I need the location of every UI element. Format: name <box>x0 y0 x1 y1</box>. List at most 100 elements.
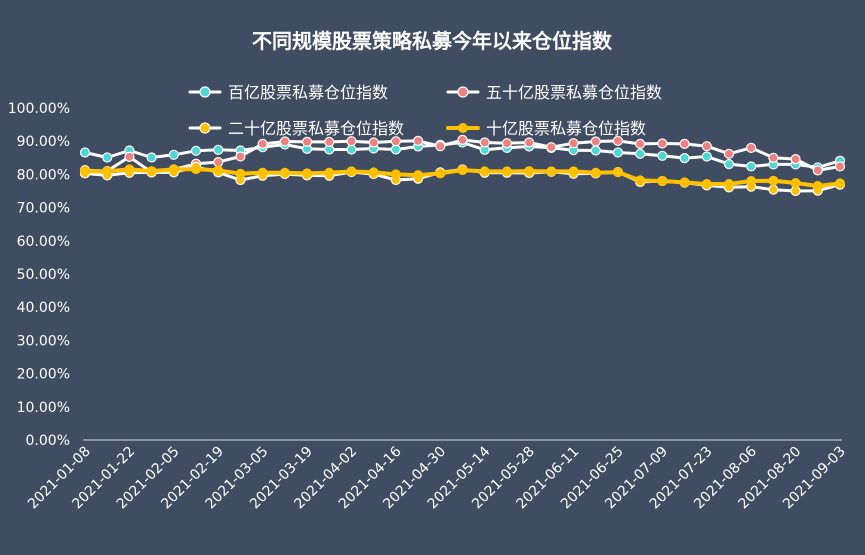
legend-label: 二十亿股票私募仓位指数 <box>228 119 404 138</box>
y-tick-label: 50.00% <box>17 267 70 283</box>
y-tick-label: 70.00% <box>17 201 70 217</box>
y-tick-label: 60.00% <box>17 234 70 250</box>
data-point <box>768 152 779 163</box>
plot-area <box>79 134 846 197</box>
data-point <box>590 167 601 178</box>
data-point <box>546 142 557 153</box>
data-point <box>257 138 268 149</box>
y-tick-label: 10.00% <box>17 400 70 416</box>
data-point <box>768 175 779 186</box>
data-point <box>302 168 313 179</box>
data-point <box>701 141 712 152</box>
legend-marker <box>199 86 211 98</box>
data-point <box>279 167 290 178</box>
x-axis: 2021-01-082021-01-222021-02-052021-02-19… <box>25 439 849 512</box>
y-tick-label: 20.00% <box>17 367 70 383</box>
legend-item: 十亿股票私募仓位指数 <box>446 119 646 138</box>
data-point <box>568 166 579 177</box>
data-point <box>102 152 113 163</box>
data-point <box>723 148 735 159</box>
data-point <box>168 149 179 160</box>
data-point <box>368 137 379 148</box>
data-point <box>124 164 135 175</box>
data-point <box>301 136 313 147</box>
data-point <box>835 178 845 189</box>
data-point <box>235 168 246 179</box>
y-tick-label: 100.00% <box>8 101 70 117</box>
data-point <box>124 151 135 162</box>
data-point <box>746 142 757 153</box>
legend-label: 百亿股票私募仓位指数 <box>228 83 388 102</box>
data-point <box>546 166 557 177</box>
data-point <box>190 145 202 156</box>
data-point <box>213 165 224 176</box>
data-point <box>368 167 379 178</box>
data-point <box>80 166 90 177</box>
data-point <box>146 166 157 177</box>
y-tick-label: 0.00% <box>26 433 70 449</box>
legend-label: 十亿股票私募仓位指数 <box>486 119 646 138</box>
data-point <box>346 136 357 147</box>
data-point <box>679 177 690 188</box>
data-point <box>612 167 623 178</box>
y-axis: 0.00% 10.00% 20.00% 30.00% 40.00% 50.00% 60.00… <box>8 101 70 449</box>
data-point <box>324 136 335 147</box>
data-point <box>435 141 446 152</box>
data-point <box>590 136 601 147</box>
legend-marker <box>458 123 468 133</box>
data-point <box>524 166 535 177</box>
data-point <box>257 167 268 178</box>
data-point <box>390 144 401 155</box>
data-point <box>457 134 468 145</box>
data-point <box>612 147 624 158</box>
data-point <box>746 161 757 172</box>
data-point <box>679 138 690 149</box>
data-point <box>612 135 624 146</box>
data-point <box>635 175 646 186</box>
data-point <box>479 137 490 148</box>
data-point <box>79 147 91 158</box>
y-tick-label: 90.00% <box>17 134 70 150</box>
series-4 <box>80 164 845 192</box>
data-point <box>701 151 712 162</box>
data-point <box>501 138 513 149</box>
legend-marker <box>199 122 211 134</box>
legend-item: 五十亿股票私募仓位指数 <box>446 83 662 102</box>
legend-label: 五十亿股票私募仓位指数 <box>486 83 662 102</box>
data-point <box>191 164 202 175</box>
data-point <box>746 176 757 187</box>
data-point <box>213 144 224 155</box>
data-point <box>279 136 290 147</box>
data-point <box>324 167 335 178</box>
data-point <box>723 159 735 170</box>
data-point <box>213 157 224 168</box>
data-point <box>657 176 668 187</box>
data-point <box>168 164 179 175</box>
data-point <box>457 165 468 176</box>
legend-item: 百亿股票私募仓位指数 <box>188 83 388 102</box>
y-tick-label: 40.00% <box>17 300 70 316</box>
legend-item: 二十亿股票私募仓位指数 <box>188 119 404 138</box>
data-point <box>679 153 690 164</box>
data-point <box>590 145 601 156</box>
data-point <box>390 169 401 180</box>
y-tick-label: 80.00% <box>17 167 70 183</box>
data-point <box>657 138 668 149</box>
data-point <box>768 184 779 195</box>
data-point <box>501 166 512 177</box>
data-point <box>723 179 734 190</box>
data-point <box>146 152 157 163</box>
data-point <box>812 165 823 176</box>
data-point <box>413 170 424 181</box>
y-tick-label: 30.00% <box>17 333 70 349</box>
data-point <box>701 179 712 190</box>
data-point <box>568 138 579 149</box>
data-point <box>346 144 357 155</box>
data-point <box>479 166 490 177</box>
data-point <box>812 181 823 192</box>
chart-title: 不同规模股票策略私募今年以来仓位指数 <box>252 29 613 53</box>
data-point <box>524 137 535 148</box>
